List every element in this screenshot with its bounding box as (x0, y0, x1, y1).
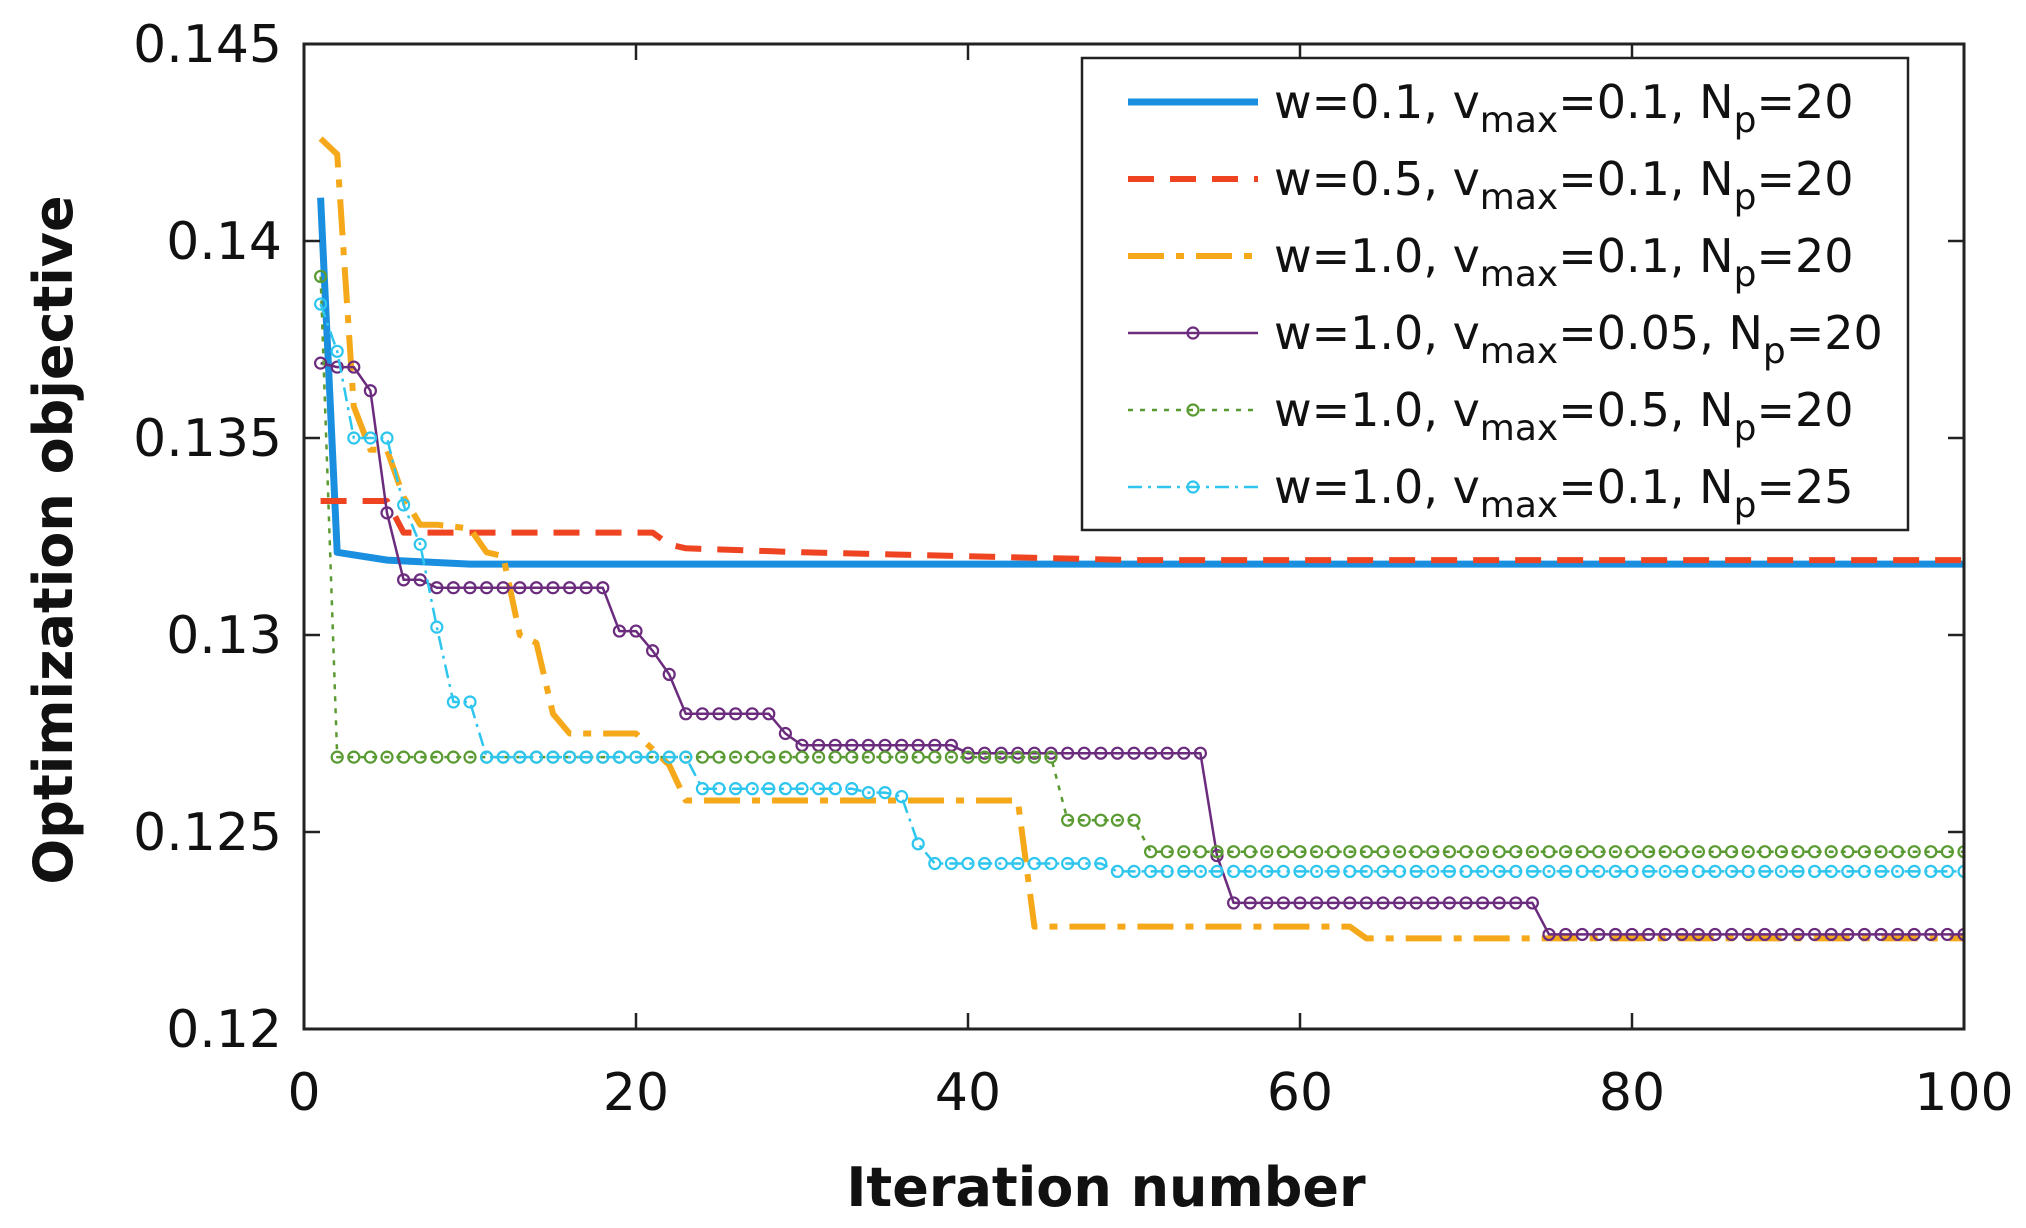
y-tick-label: 0.125 (133, 803, 282, 863)
legend-text-part: =25 (1756, 460, 1853, 514)
y-tick-label: 0.14 (166, 212, 282, 272)
x-tick-label: 60 (1267, 1063, 1333, 1123)
legend-subscript: p (1763, 331, 1786, 372)
x-tick-label: 40 (935, 1063, 1001, 1123)
legend-subscript: max (1480, 331, 1558, 372)
legend-text-part: =0.1, N (1558, 152, 1733, 206)
legend-text-part: w=0.1, v (1274, 75, 1480, 129)
legend-text-part: =20 (1756, 383, 1853, 437)
legend-subscript: p (1734, 485, 1757, 526)
legend-text-part: =0.1, N (1558, 460, 1733, 514)
legend-text-part: =0.1, N (1558, 75, 1733, 129)
x-tick-label: 100 (1914, 1063, 2013, 1123)
legend-subscript: p (1734, 100, 1757, 141)
legend-text-part: =0.05, N (1558, 306, 1763, 360)
legend-text-part: =0.1, N (1558, 229, 1733, 283)
legend-text-part: =20 (1756, 229, 1853, 283)
legend-subscript: max (1480, 254, 1558, 295)
x-tick-label: 80 (1599, 1063, 1665, 1123)
legend-subscript: max (1480, 177, 1558, 218)
legend: w=0.1, vmax=0.1, Np=20w=0.5, vmax=0.1, N… (1082, 58, 1908, 530)
legend-subscript: max (1480, 408, 1558, 449)
y-tick-label: 0.13 (166, 606, 282, 666)
legend-text-part: w=1.0, v (1274, 460, 1480, 514)
legend-subscript: p (1734, 177, 1757, 218)
x-tick-label: 0 (287, 1063, 320, 1123)
legend-text-part: w=1.0, v (1274, 229, 1480, 283)
legend-subscript: max (1480, 100, 1558, 141)
y-tick-label: 0.145 (133, 15, 282, 75)
x-axis-title: Iteration number (846, 1156, 1366, 1219)
legend-text-part: w=0.5, v (1274, 152, 1480, 206)
y-tick-label: 0.12 (166, 1000, 282, 1060)
legend-text-part: w=1.0, v (1274, 383, 1480, 437)
legend-subscript: p (1734, 408, 1757, 449)
y-tick-label: 0.135 (133, 409, 282, 469)
legend-text-part: =0.5, N (1558, 383, 1733, 437)
legend-text-part: w=1.0, v (1274, 306, 1480, 360)
legend-text-part: =20 (1756, 152, 1853, 206)
legend-subscript: p (1734, 254, 1757, 295)
legend-text-part: =20 (1786, 306, 1883, 360)
y-axis-title: Optimization objective (22, 195, 85, 884)
legend-subscript: max (1480, 485, 1558, 526)
legend-text-part: =20 (1756, 75, 1853, 129)
x-tick-label: 20 (603, 1063, 669, 1123)
